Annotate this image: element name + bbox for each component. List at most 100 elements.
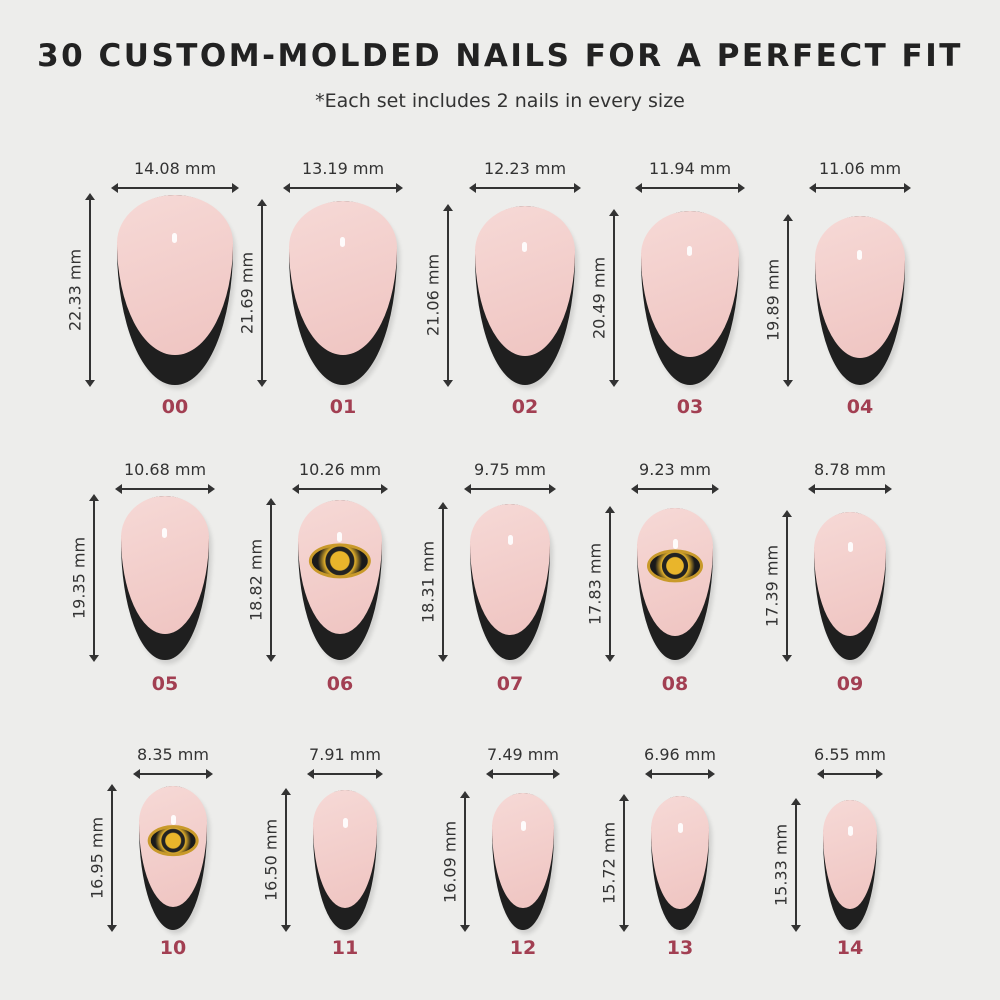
nail-image — [117, 195, 233, 385]
length-arrow — [605, 506, 616, 662]
nail-body — [470, 504, 550, 636]
size-label: 03 — [676, 396, 704, 418]
nail-body — [814, 512, 886, 637]
nail-shine — [678, 823, 684, 834]
width-label: 7.49 mm — [487, 745, 559, 764]
nail-body — [121, 495, 209, 634]
width-label: 11.06 mm — [818, 159, 902, 178]
nail-body — [651, 796, 709, 909]
size-label: 02 — [511, 396, 539, 418]
nail-shine — [672, 538, 678, 549]
length-label: 18.82 mm — [246, 538, 266, 622]
nail-image — [312, 789, 378, 930]
length-label: 19.35 mm — [69, 536, 89, 619]
size-label: 06 — [326, 673, 354, 695]
width-label: 10.26 mm — [298, 460, 382, 479]
nail-shine — [162, 528, 168, 539]
width-label: 7.91 mm — [309, 745, 381, 764]
length-arrow — [460, 791, 471, 932]
width-label: 6.55 mm — [814, 745, 886, 764]
nail-image — [651, 796, 709, 930]
nail-shine — [521, 241, 527, 252]
tiger-logo — [308, 543, 372, 579]
nail-body — [312, 789, 378, 908]
nail-image — [637, 508, 713, 660]
size-label: 12 — [509, 937, 537, 959]
page-title: 30 CUSTOM-MOLDED NAILS FOR A PERFECT FIT — [37, 38, 963, 74]
nail-image — [814, 512, 886, 660]
length-label: 21.69 mm — [237, 251, 257, 334]
width-label: 9.75 mm — [474, 460, 546, 479]
length-label: 15.72 mm — [599, 822, 619, 905]
width-arrow — [111, 183, 240, 193]
width-label: 9.23 mm — [639, 460, 711, 479]
width-arrow — [631, 484, 719, 494]
length-arrow — [609, 208, 620, 388]
nail-shine — [521, 820, 527, 831]
tiger-logo — [646, 549, 703, 583]
nail-shine — [687, 245, 693, 256]
length-label: 19.89 mm — [763, 259, 783, 342]
nail-image — [121, 495, 209, 660]
nail-body — [814, 215, 906, 358]
width-arrow — [282, 183, 404, 193]
subtitle: *Each set includes 2 nails in every size — [315, 90, 685, 112]
length-arrow — [442, 203, 453, 387]
nail-body — [117, 195, 233, 355]
nail-shine — [171, 233, 177, 244]
length-label: 21.06 mm — [423, 254, 443, 337]
width-arrow — [808, 183, 912, 193]
width-label: 8.35 mm — [137, 745, 209, 764]
length-arrow — [89, 493, 100, 663]
length-arrow — [782, 510, 792, 662]
nail-shine — [337, 532, 343, 542]
width-label: 8.78 mm — [814, 460, 886, 479]
nail-shine — [847, 541, 853, 552]
nail-image — [297, 500, 383, 660]
size-label: 13 — [666, 937, 694, 959]
width-arrow — [468, 183, 582, 193]
size-label: 09 — [836, 673, 864, 695]
nail-image — [641, 210, 739, 385]
nail-image — [492, 793, 554, 930]
width-arrow — [132, 769, 214, 779]
size-label: 07 — [496, 673, 524, 695]
size-label: 00 — [161, 396, 189, 418]
tiger-logo — [147, 824, 199, 857]
size-label: 04 — [846, 396, 874, 418]
length-arrow — [438, 502, 449, 662]
nail-shine — [857, 249, 863, 260]
length-label: 17.83 mm — [585, 543, 605, 626]
size-label: 14 — [836, 937, 864, 959]
width-label: 6.96 mm — [644, 745, 716, 764]
width-arrow — [115, 484, 215, 494]
width-arrow — [306, 769, 384, 779]
size-label: 08 — [661, 673, 689, 695]
length-label: 16.09 mm — [440, 820, 460, 903]
length-arrow — [85, 193, 96, 387]
size-label: 11 — [331, 937, 359, 959]
width-label: 14.08 mm — [133, 159, 217, 178]
length-arrow — [619, 794, 630, 932]
nail-image — [814, 215, 906, 385]
nail-image — [470, 504, 550, 660]
width-arrow — [808, 484, 892, 494]
length-arrow — [256, 198, 267, 388]
nail-shine — [848, 825, 854, 836]
width-arrow — [464, 484, 556, 494]
nail-image — [138, 785, 208, 930]
nail-body — [474, 205, 576, 357]
length-label: 22.33 mm — [65, 249, 85, 332]
length-label: 15.33 mm — [771, 823, 791, 906]
nail-shine — [343, 817, 349, 828]
nail-image — [823, 799, 877, 930]
nail-shine — [507, 535, 513, 546]
nail-shine — [170, 814, 176, 825]
nail-shine — [339, 237, 345, 248]
length-label: 17.39 mm — [762, 545, 782, 628]
nail-body — [288, 200, 398, 356]
width-arrow — [645, 769, 715, 779]
length-label: 16.50 mm — [261, 818, 281, 901]
length-label: 20.49 mm — [589, 256, 609, 339]
width-arrow — [291, 484, 389, 494]
